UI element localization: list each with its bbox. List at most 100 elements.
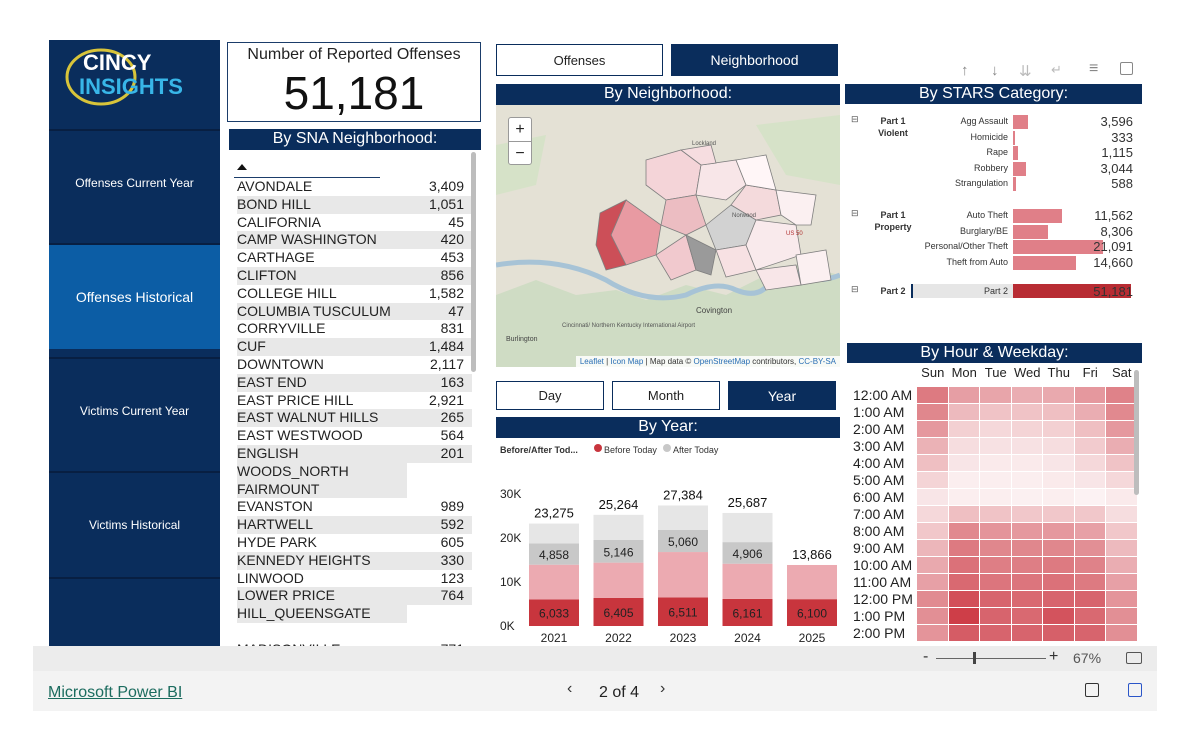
next-page-icon[interactable]: › [660,680,666,697]
heatmap-cell[interactable] [980,421,1011,437]
heatmap-cell[interactable] [1043,404,1074,420]
table-row[interactable]: CAMP WASHINGTON 420 [234,231,472,250]
heatmap-cell[interactable] [948,574,979,590]
heatmap-cell[interactable] [980,438,1011,454]
heatmap-cell[interactable] [1074,540,1105,556]
heatmap-cell[interactable] [948,608,979,624]
table-row[interactable]: EAST END 163 [234,373,472,392]
heatmap-cell[interactable] [1011,455,1042,471]
table-row[interactable]: CORRYVILLE 831 [234,320,472,338]
heatmap-cell[interactable] [1074,387,1105,403]
table-row[interactable]: EAST WESTWOOD 564 [234,427,472,445]
icon-map-link[interactable]: Icon Map [610,357,644,366]
heatmap-cell[interactable] [1043,455,1074,471]
heatmap-cell[interactable] [1011,540,1042,556]
nav-victims-current-year[interactable]: Victims Current Year [49,357,220,463]
heatmap-cell[interactable] [1106,387,1137,403]
heatmap-cell[interactable] [1011,472,1042,488]
heatmap-cell[interactable] [1043,489,1074,505]
heatmap-cell[interactable] [948,438,979,454]
heatmap-cell[interactable] [1011,574,1042,590]
heatmap-cell[interactable] [1106,523,1137,539]
heatmap-cell[interactable] [1106,421,1137,437]
heatmap-cell[interactable] [1106,489,1137,505]
heatmap-cell[interactable] [980,608,1011,624]
heatmap-cell[interactable] [948,404,979,420]
heatmap-cell[interactable] [1043,540,1074,556]
zoom-slider-thumb[interactable] [973,652,977,664]
table-row[interactable]: ENGLISH WOODS_NORTH FAIRMOUNT 201 [234,444,472,499]
fit-to-page-icon[interactable] [1126,652,1142,664]
heatmap-cell[interactable] [1074,455,1105,471]
period-year-button[interactable]: Year [728,381,836,410]
heatmap-cell[interactable] [917,387,948,403]
heatmap-cell[interactable] [1074,574,1105,590]
heatmap-cell[interactable] [1011,523,1042,539]
heatmap-cell[interactable] [948,421,979,437]
nav-offenses-current-year[interactable]: Offenses Current Year [49,129,220,235]
heatmap-cell[interactable] [1106,404,1137,420]
offenses-toggle[interactable]: Offenses [496,44,663,76]
heatmap-cell[interactable] [980,625,1011,641]
filter-icon[interactable]: ≡ [1089,60,1099,77]
heatmap-cell[interactable] [980,557,1011,573]
heatmap-cell[interactable] [917,574,948,590]
focus-mode-icon[interactable] [1120,62,1133,75]
collapse-group-icon[interactable]: ⊟ [851,284,859,294]
heatmap-cell[interactable] [1106,625,1137,641]
heatmap-cell[interactable] [980,591,1011,607]
heatmap-cell[interactable] [980,404,1011,420]
table-row[interactable]: COLLEGE HILL 1,582 [234,285,472,303]
heatmap-cell[interactable] [917,523,948,539]
zoom-out-button[interactable]: - [923,648,929,665]
heatmap-cell[interactable] [1106,472,1137,488]
neighborhood-map[interactable]: Covington Burlington Cincinnati/ Norther… [496,105,840,367]
table-row[interactable]: AVONDALE 3,409 [234,178,472,196]
heatmap-cell[interactable] [1011,557,1042,573]
period-day-button[interactable]: Day [496,381,604,410]
sort-up-icon[interactable]: ↑ [961,62,969,79]
heatmap-cell[interactable] [1106,540,1137,556]
table-row[interactable]: HYDE PARK 605 [234,534,472,552]
heatmap-cell[interactable] [917,489,948,505]
heatmap-cell[interactable] [948,387,979,403]
table-row[interactable]: KENNEDY HEIGHTS 330 [234,551,472,570]
heatmap-cell[interactable] [917,506,948,522]
heatmap-cell[interactable] [980,387,1011,403]
heatmap-cell[interactable] [1106,506,1137,522]
heatmap-cell[interactable] [1074,557,1105,573]
heatmap-cell[interactable] [1106,608,1137,624]
neighborhood-toggle[interactable]: Neighborhood [671,44,838,76]
heatmap-cell[interactable] [917,540,948,556]
heatmap-cell[interactable] [948,540,979,556]
heatmap-cell[interactable] [1011,608,1042,624]
heatmap-cell[interactable] [1011,404,1042,420]
power-bi-link[interactable]: Microsoft Power BI [48,684,183,701]
heatmap-cell[interactable] [980,455,1011,471]
collapse-group-icon[interactable]: ⊟ [851,208,859,218]
heatmap-cell[interactable] [1011,625,1042,641]
heatmap-cell[interactable] [948,625,979,641]
table-row[interactable]: HARTWELL 592 [234,516,472,534]
drill-icon[interactable]: ↵ [1051,62,1062,77]
prev-page-icon[interactable]: ‹ [567,680,573,697]
heatmap-cell[interactable] [1074,404,1105,420]
open-report-icon[interactable] [1128,683,1142,697]
heatmap-cell[interactable] [1106,438,1137,454]
table-row[interactable]: MADISONVILLE771 [234,641,472,646]
heatmap-cell[interactable] [1011,591,1042,607]
sort-down-icon[interactable]: ↓ [991,62,999,79]
table-row[interactable]: EAST PRICE HILL 2,921 [234,392,472,410]
heatmap-cell[interactable] [917,608,948,624]
table-row[interactable]: EVANSTON 989 [234,498,472,516]
heatmap-cell[interactable] [1011,489,1042,505]
heatmap-cell[interactable] [948,506,979,522]
heatmap-cell[interactable] [980,489,1011,505]
heatmap-cell[interactable] [1074,489,1105,505]
table-row[interactable]: BOND HILL 1,051 [234,195,472,214]
table-row[interactable]: LINWOOD 123 [234,570,472,588]
table-row[interactable]: EAST WALNUT HILLS 265 [234,409,472,428]
heatmap-cell[interactable] [1106,455,1137,471]
zoom-slider-track[interactable] [936,658,1046,659]
heatmap-cell[interactable] [917,421,948,437]
